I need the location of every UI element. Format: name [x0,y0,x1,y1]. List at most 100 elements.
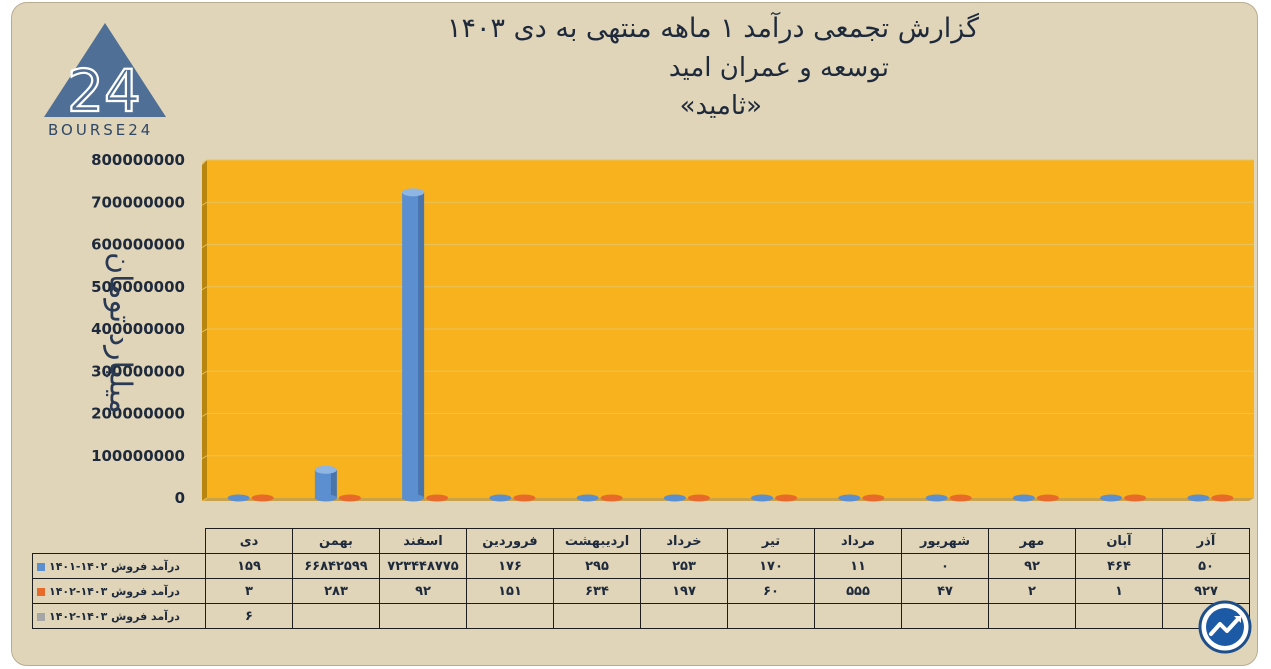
gridline-side [201,328,208,333]
logo-text: BOURSE24 [48,121,154,139]
gridline-side [201,201,208,206]
bar [925,494,948,502]
bar [1211,494,1234,502]
data-label: ۱۷۰ [727,553,815,579]
gridline-side [201,497,208,502]
y-tick-label: 0 [175,489,185,507]
data-label: ۱۵۹ [205,553,293,579]
data-label: ۴۶۴ [1075,553,1163,579]
category-label: شهریور [901,528,989,554]
category-label: خرداد [640,528,728,554]
data-label: ۹۲۷ [1162,578,1250,604]
bar [663,494,686,502]
data-label: ۵۰ [1162,553,1250,579]
data-label: ۱ [1075,578,1163,604]
bar [600,494,623,502]
data-label: ۲۸۳ [292,578,380,604]
series-name: درآمد فروش ۱۴۰۳-۱۴۰۲ [32,603,206,629]
y-tick-label: 500000000 [91,278,185,296]
bar-chart: 0 100000000 200000000 300000000 400000000 500… [91,151,1254,507]
svg-text:24: 24 [67,57,141,125]
y-axis-label: میلیارد تومان [102,252,138,414]
bar [513,494,536,502]
data-label: ۷۲۳۴۴۸۷۷۵ [379,553,467,579]
bourse24-logo: 24 [44,23,166,126]
series-name: درآمد فروش ۱۴۰۲-۱۴۰۱ [32,553,206,579]
data-label: ۳ [205,578,293,604]
bar [775,494,798,502]
data-label [553,603,641,629]
gridline-side [201,370,208,375]
chart-title: گزارش تجمعی درآمد ۱ ماهه منتهی به دی ۱۴۰… [447,13,979,44]
bar [1100,494,1123,502]
table-row: درآمد فروش ۱۴۰۳-۱۴۰۲ ۶ [32,603,1250,629]
table-corner [33,529,206,554]
category-label: فروردین [466,528,554,554]
data-label: ۶۶۸۴۲۵۹۹ [292,553,380,579]
bar [1124,494,1147,502]
data-label: ۰ [901,553,989,579]
bar [862,494,885,502]
data-label: ۱۷۶ [466,553,554,579]
category-label: دی [205,528,293,554]
bar [751,494,774,502]
legend-key [37,612,45,621]
category-label: بهمن [292,528,380,554]
data-label [988,603,1076,629]
chart-frame: 24 BOURSE24 گزارش تجمعی درآمد ۱ ماهه منت… [11,2,1258,666]
bar [576,494,599,502]
data-label [814,603,902,629]
category-label: تیر [727,528,815,554]
bar [314,465,337,502]
data-label: ۱۹۷ [640,578,728,604]
bar [1036,494,1059,502]
trend-arrow-logo [1198,600,1252,654]
ticker-symbol: «ثامید» [679,91,762,121]
legend-key [37,562,45,571]
data-label: ۶۳۴ [553,578,641,604]
gridline-side [201,413,208,417]
bar [338,494,361,502]
data-label: ۹۲ [988,553,1076,579]
data-label [901,603,989,629]
data-label [292,603,380,629]
y-tick-label: 600000000 [91,236,185,254]
data-label: ۵۵۵ [814,578,902,604]
gridline-side [201,159,208,164]
data-label [466,603,554,629]
data-label [727,603,815,629]
category-label: آبان [1075,528,1163,554]
category-label: مهر [988,528,1076,554]
y-tick-label: 200000000 [91,405,185,423]
table-header-row: دی بهمن اسفند فروردین اردیبهشت خرداد تیر مرداد ش… [33,528,1250,554]
data-table: دی بهمن اسفند فروردین اردیبهشت خرداد تیر مرداد ش… [32,528,1250,629]
bar [838,494,861,502]
legend-key [37,587,45,596]
bar [949,494,972,502]
data-label [640,603,728,629]
data-label: ۲ [988,578,1076,604]
data-label: ۱۵۱ [466,578,554,604]
category-label: آذر [1162,528,1250,554]
y-tick-label: 100000000 [91,447,185,465]
gridline-side [201,286,208,291]
category-label: اسفند [379,528,467,554]
category-label: اردیبهشت [553,528,641,554]
data-label: ۲۹۵ [553,553,641,579]
data-label: ۱۱ [814,553,902,579]
y-tick-label: 700000000 [91,193,185,211]
company-name: توسعه و عمران امید [668,53,889,83]
data-label: ۹۲ [379,578,467,604]
data-label: ۶ [205,603,293,629]
y-tick-label: 800000000 [91,151,185,169]
data-label: ۴۷ [901,578,989,604]
series-name: درآمد فروش ۱۴۰۳-۱۴۰۲ [32,578,206,604]
plot-floor [202,498,1254,501]
bar [402,188,425,502]
gridline-side [201,244,208,248]
category-label: مرداد [814,528,902,554]
bar [489,494,512,502]
table-row: درآمد فروش ۱۴۰۲-۱۴۰۱ ۱۵۹ ۶۶۸۴۲۵۹۹ ۷۲۳۴۴۸۷۷۵… [32,553,1250,579]
y-tick-label: 300000000 [91,362,185,380]
data-label: ۲۵۳ [640,553,728,579]
